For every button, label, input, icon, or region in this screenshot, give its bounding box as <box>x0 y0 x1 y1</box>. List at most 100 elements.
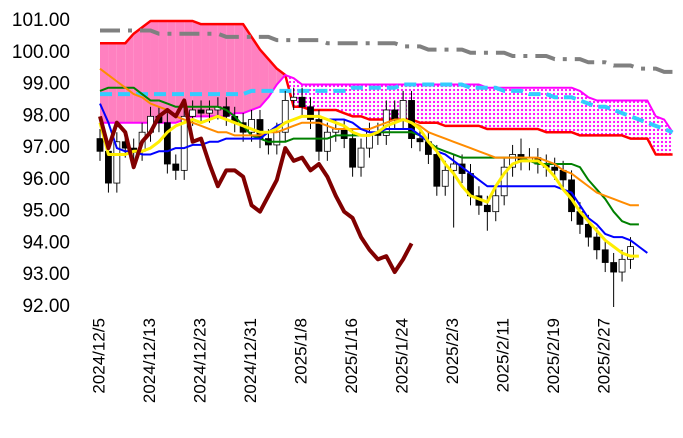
cloud-segment <box>655 116 665 155</box>
candle-body <box>340 128 348 139</box>
candle-body <box>416 138 424 143</box>
cloud-segment <box>133 27 143 123</box>
y-tick-label: 99.00 <box>22 74 70 95</box>
cloud-segment <box>150 21 159 123</box>
x-tick-label: 2025/2/3 <box>443 318 462 384</box>
x-tick-label: 2025/1/8 <box>292 318 311 384</box>
candle-body <box>298 96 306 108</box>
candle-body <box>113 141 121 184</box>
candle-body <box>307 106 314 120</box>
x-tick-label: 2024/12/31 <box>241 318 260 403</box>
candle-body <box>163 122 171 165</box>
cloud-segment <box>361 84 370 120</box>
candle-body <box>96 138 104 152</box>
candle-body <box>610 262 618 273</box>
candle-body <box>551 166 559 171</box>
candle-body <box>593 236 601 251</box>
candle-body <box>391 109 399 120</box>
candle-body <box>433 154 441 187</box>
cloud-segment <box>546 87 555 133</box>
x-tick-label: 2025/2/19 <box>544 318 563 394</box>
cloud-segment <box>428 84 437 123</box>
cloud-segment <box>335 84 345 114</box>
candle-body <box>408 100 415 139</box>
candle-body <box>509 154 516 168</box>
cloud-segment <box>453 84 463 126</box>
cloud-segment <box>462 84 471 126</box>
cloud-segment <box>563 87 572 133</box>
cloud-segment <box>613 100 623 136</box>
candle-body <box>483 204 491 213</box>
series-line <box>100 82 674 135</box>
cloud-segment <box>344 84 353 117</box>
cloud-segment <box>478 84 488 130</box>
x-tick-label: 2025/1/16 <box>342 318 361 394</box>
cloud-segment <box>108 43 117 123</box>
y-tick-label: 93.00 <box>22 264 70 285</box>
cloud-segment <box>318 84 328 110</box>
cloud-segment <box>554 87 564 133</box>
series-line <box>98 98 414 275</box>
cloud-segment <box>234 24 244 114</box>
cloud-segment <box>529 87 538 130</box>
candle-body <box>450 163 458 171</box>
cloud-segment <box>521 87 530 130</box>
cloud-segment <box>167 21 176 123</box>
candle-body <box>180 115 188 171</box>
candle-body <box>357 147 365 168</box>
cloud-segment <box>310 84 319 110</box>
cloud-segment <box>487 87 496 130</box>
cloud-segment <box>537 87 547 133</box>
cloud-segment <box>209 24 218 117</box>
candle-body <box>281 100 289 133</box>
candle-body <box>492 195 500 213</box>
cloud-segment <box>100 43 109 123</box>
candle-body <box>248 119 255 133</box>
cloud-segment <box>579 90 589 136</box>
y-tick-label: 94.00 <box>22 232 70 253</box>
cloud-segment <box>436 84 446 126</box>
candle-body <box>627 246 634 260</box>
x-tick-label: 2025/2/27 <box>595 318 614 394</box>
candle-body <box>399 100 407 120</box>
y-tick-label: 100.00 <box>12 42 70 63</box>
cloud-segment <box>327 84 336 110</box>
candle-body <box>349 138 357 168</box>
front-lines <box>98 67 648 275</box>
cloud-segment <box>125 33 134 123</box>
cloud-segment <box>419 84 429 123</box>
cloud-segment <box>470 84 479 126</box>
x-tick-label: 2024/12/13 <box>140 318 159 403</box>
candle-body <box>500 166 508 197</box>
y-tick-label: 92.00 <box>22 296 70 317</box>
x-tick-label: 2024/12/5 <box>89 318 108 394</box>
x-tick-label: 2024/12/23 <box>191 318 210 403</box>
cloud-segment <box>596 100 606 136</box>
cloud-segment <box>588 97 597 136</box>
x-tick-label: 2025/2/11 <box>494 318 513 392</box>
cloud-segment <box>445 84 454 126</box>
y-tick-label: 98.00 <box>22 105 70 126</box>
axes: 92.00 93.00 94.00 95.00 96.00 97.00 98.00 99.00… <box>12 10 614 403</box>
cloud-segment <box>175 21 185 123</box>
cloud-segment <box>504 87 513 130</box>
cloud-segment <box>201 24 210 117</box>
candle-body <box>172 163 180 171</box>
cloud-segment <box>664 119 673 155</box>
cloud-segment <box>276 68 286 85</box>
y-tick-label: 95.00 <box>22 201 70 222</box>
cloud-segment <box>352 84 362 117</box>
cloud-segment <box>571 87 580 136</box>
candle-body <box>618 258 626 273</box>
x-tick-label: 2025/1/24 <box>393 318 412 394</box>
candle-body <box>441 169 449 187</box>
cloud-segment <box>158 21 168 123</box>
cloud-segment <box>622 100 631 139</box>
y-tick-label: 101.00 <box>12 10 70 31</box>
candle-body <box>206 109 213 114</box>
series-line <box>100 28 673 74</box>
candle-body <box>323 131 331 152</box>
cloud-segment <box>495 87 505 130</box>
